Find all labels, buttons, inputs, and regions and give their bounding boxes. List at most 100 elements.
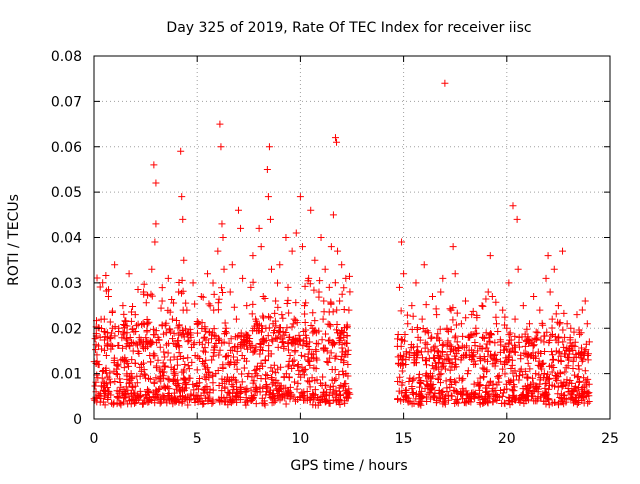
- data-point: [128, 356, 136, 364]
- data-point: [249, 252, 257, 260]
- data-point: [212, 339, 220, 347]
- data-point: [222, 324, 230, 332]
- data-point: [174, 324, 182, 332]
- data-point: [345, 306, 353, 314]
- data-point: [530, 341, 538, 349]
- data-point: [325, 308, 333, 316]
- data-point: [569, 388, 577, 396]
- data-point: [94, 342, 102, 350]
- data-point: [199, 347, 207, 355]
- data-point: [346, 288, 354, 296]
- data-point: [455, 374, 463, 382]
- data-point: [417, 380, 425, 388]
- data-point: [438, 341, 446, 349]
- data-point: [574, 373, 582, 381]
- data-point: [298, 243, 306, 251]
- data-point: [545, 374, 553, 382]
- data-point: [151, 238, 159, 246]
- data-point: [436, 336, 444, 344]
- data-point: [106, 369, 114, 377]
- data-point: [259, 312, 267, 320]
- data-point: [505, 279, 513, 287]
- data-point: [414, 333, 422, 341]
- data-point: [340, 284, 348, 292]
- data-point: [343, 394, 351, 402]
- data-point: [335, 334, 343, 342]
- data-point: [308, 354, 316, 362]
- data-point: [199, 293, 207, 301]
- data-point: [537, 393, 545, 401]
- data-point: [554, 302, 562, 310]
- data-point: [268, 375, 276, 383]
- data-point: [505, 397, 513, 405]
- data-point: [127, 370, 135, 378]
- data-point: [394, 395, 402, 403]
- data-point: [424, 329, 432, 337]
- data-point: [494, 373, 502, 381]
- data-point: [227, 335, 235, 343]
- data-point: [342, 390, 350, 398]
- data-point: [436, 371, 444, 379]
- data-point: [257, 359, 265, 367]
- data-point: [191, 300, 199, 308]
- data-point: [215, 336, 223, 344]
- data-point: [309, 309, 317, 317]
- data-point: [470, 380, 478, 388]
- data-point: [292, 229, 300, 237]
- data-point: [565, 346, 573, 354]
- data-point: [501, 400, 509, 408]
- data-point: [434, 351, 442, 359]
- data-point: [344, 389, 352, 397]
- data-point: [575, 398, 583, 406]
- data-point: [459, 351, 467, 359]
- data-point: [152, 220, 160, 228]
- data-point: [469, 330, 477, 338]
- data-point: [289, 320, 297, 328]
- data-point: [242, 401, 250, 409]
- data-point: [216, 346, 224, 354]
- data-point: [293, 385, 301, 393]
- data-point: [284, 283, 292, 291]
- data-point: [153, 362, 161, 370]
- data-point: [517, 355, 525, 363]
- data-point: [331, 354, 339, 362]
- data-point: [522, 350, 530, 358]
- data-point: [573, 387, 581, 395]
- data-point: [566, 339, 574, 347]
- data-point: [256, 365, 264, 373]
- data-point: [554, 383, 562, 391]
- data-point: [267, 373, 275, 381]
- data-point: [569, 357, 577, 365]
- data-point: [493, 356, 501, 364]
- data-point: [435, 393, 443, 401]
- data-point: [497, 338, 505, 346]
- data-point: [559, 338, 567, 346]
- data-point: [342, 274, 350, 282]
- data-point: [142, 340, 150, 348]
- data-point: [249, 278, 257, 286]
- data-point: [143, 328, 151, 336]
- data-point: [333, 321, 341, 329]
- data-point: [201, 386, 209, 394]
- data-point: [486, 252, 494, 260]
- data-point: [501, 313, 509, 321]
- data-point: [346, 272, 354, 280]
- data-point: [285, 309, 293, 317]
- data-point: [318, 382, 326, 390]
- data-point: [532, 370, 540, 378]
- data-point: [584, 390, 592, 398]
- data-point: [488, 292, 496, 300]
- data-point: [272, 297, 280, 305]
- data-point: [284, 339, 292, 347]
- data-point: [150, 161, 158, 169]
- data-point: [583, 320, 591, 328]
- data-point: [146, 375, 154, 383]
- data-point: [207, 335, 215, 343]
- data-point: [549, 355, 557, 363]
- data-point: [105, 286, 113, 294]
- data-point: [232, 359, 240, 367]
- data-point: [319, 315, 327, 323]
- data-point: [106, 318, 114, 326]
- data-point: [437, 288, 445, 296]
- data-point: [111, 332, 119, 340]
